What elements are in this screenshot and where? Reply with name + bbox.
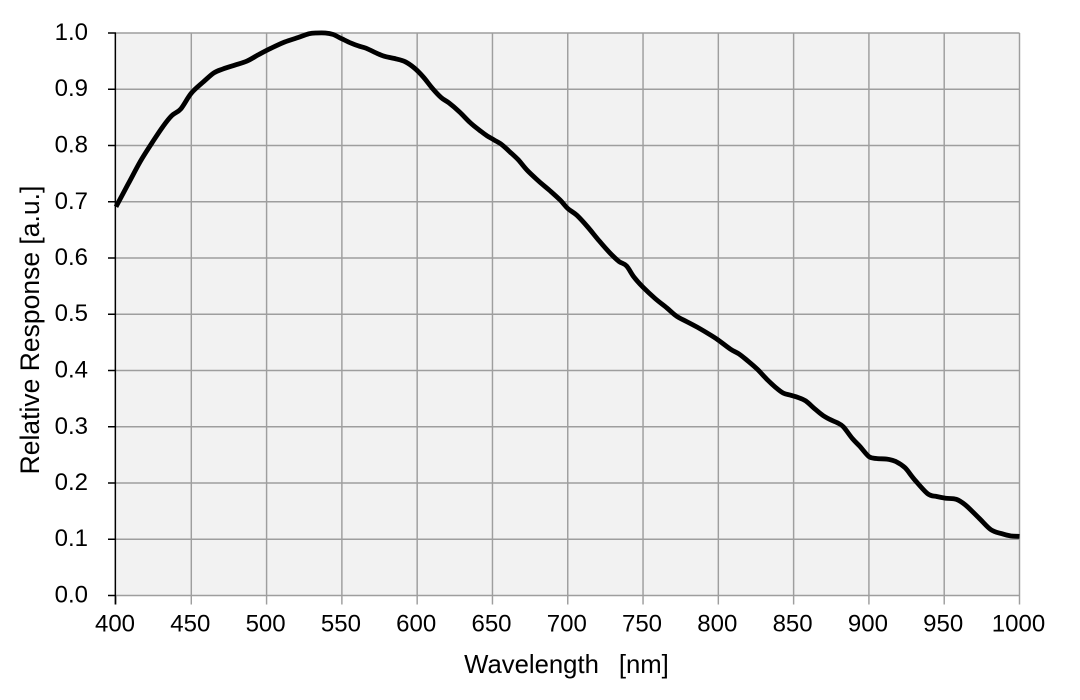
svg-text:800: 800 — [697, 611, 737, 638]
svg-text:0.7: 0.7 — [55, 188, 88, 215]
svg-text:0.4: 0.4 — [55, 357, 88, 384]
svg-text:750: 750 — [622, 611, 662, 638]
svg-text:1.0: 1.0 — [55, 19, 88, 46]
svg-text:Relative Response [a.u.]: Relative Response [a.u.] — [15, 186, 45, 475]
svg-text:0.8: 0.8 — [55, 132, 88, 159]
svg-text:0.6: 0.6 — [55, 244, 88, 271]
svg-text:600: 600 — [396, 611, 436, 638]
svg-text:0.0: 0.0 — [55, 582, 88, 609]
svg-text:400: 400 — [95, 611, 135, 638]
svg-text:0.5: 0.5 — [55, 300, 88, 327]
svg-text:0.9: 0.9 — [55, 75, 88, 102]
svg-text:450: 450 — [170, 611, 210, 638]
svg-text:0.3: 0.3 — [55, 413, 88, 440]
svg-text:850: 850 — [773, 611, 813, 638]
svg-text:550: 550 — [321, 611, 361, 638]
svg-text:0.1: 0.1 — [55, 525, 88, 552]
svg-text:900: 900 — [848, 611, 888, 638]
svg-text:Wavelength [nm]: Wavelength [nm] — [464, 651, 669, 679]
svg-text:650: 650 — [471, 611, 511, 638]
svg-text:0.2: 0.2 — [55, 469, 88, 496]
svg-text:1000: 1000 — [992, 611, 1045, 638]
svg-text:700: 700 — [547, 611, 587, 638]
svg-text:950: 950 — [923, 611, 963, 638]
svg-text:500: 500 — [246, 611, 286, 638]
